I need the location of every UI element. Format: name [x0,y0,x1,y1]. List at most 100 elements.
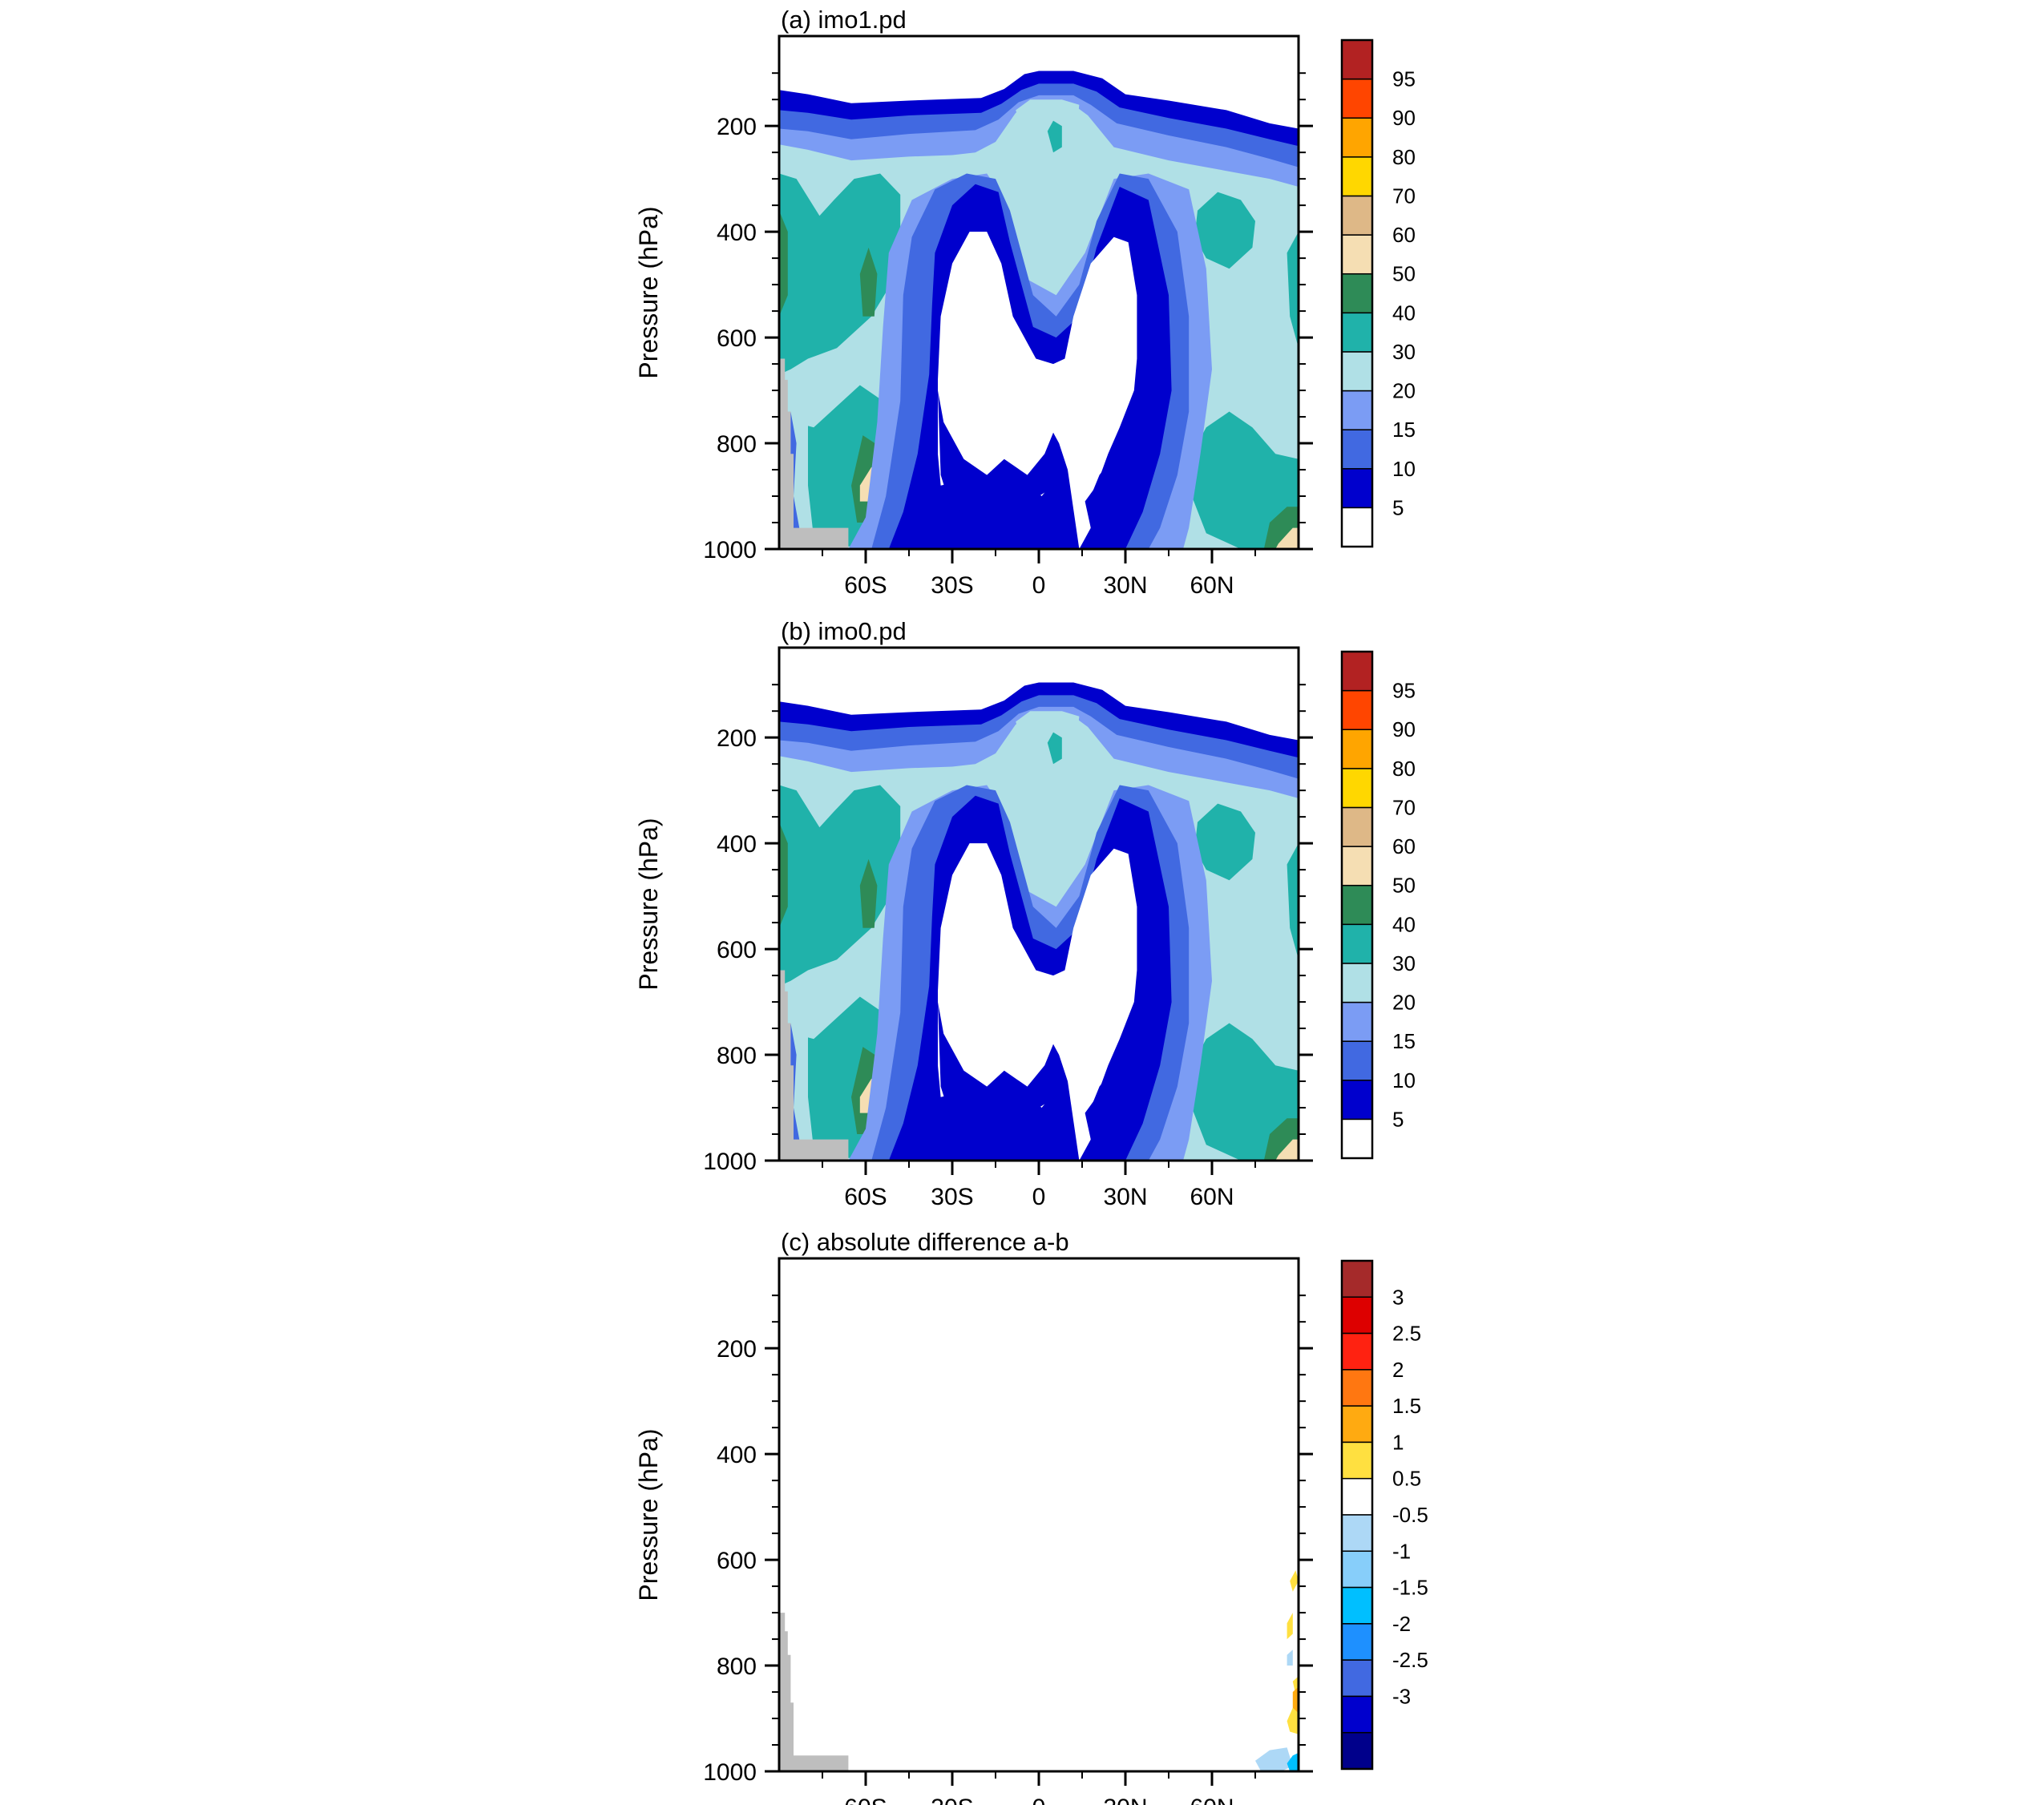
colorbar-label: 95 [1392,67,1416,91]
colorbar-swatch [1341,1586,1373,1625]
x-tick-label: 0 [1032,1795,1046,1805]
y-axis-label: Pressure (hPa) [634,818,663,990]
colorbar-label: 3 [1392,1285,1404,1309]
y-tick-label: 1000 [703,1759,757,1786]
plot-area [779,1258,1299,1771]
y-axis-label: Pressure (hPa) [634,1428,663,1601]
colorbar-swatch [1341,1040,1373,1081]
y-tick-label: 600 [717,325,757,352]
contour-band-40-50 [859,858,878,928]
colorbar-swatch [1341,312,1373,353]
colorbar-label: 95 [1392,679,1416,703]
colorbar-label: 70 [1392,184,1416,208]
contour-band-5-10 [938,390,1062,518]
colorbar-label: 2 [1392,1358,1404,1382]
contour-band-50-60 [1275,1139,1299,1161]
y-tick-label: 400 [717,831,757,858]
colorbar-swatch [1341,429,1373,470]
colorbar-swatch [1341,195,1373,236]
colorbar-label: 30 [1392,340,1416,364]
x-tick-label: 30N [1103,572,1147,599]
diff-negative-patch [1287,1752,1299,1771]
x-tick-label: 60N [1190,1184,1234,1210]
y-tick-label: 1000 [703,1149,757,1175]
colorbar-swatch [1341,1332,1373,1371]
contour-band-30-40 [1047,732,1062,765]
topography-mask [779,970,849,1161]
x-tick-label: 60S [844,572,887,599]
colorbar-swatch [1341,1405,1373,1444]
colorbar-swatch [1341,689,1373,730]
colorbar-swatch [1341,1260,1373,1298]
contour-band-30-40 [779,173,901,375]
colorbar-label: -3 [1392,1684,1411,1708]
diff-positive-patch [1292,1686,1299,1714]
contour-band-5-10 [1090,1060,1132,1150]
colorbar-label: 30 [1392,951,1416,975]
colorbar-label: 5 [1392,495,1404,519]
colorbar-swatch [1341,884,1373,926]
contour-band-30-40 [1287,232,1299,349]
contour-band-30-40 [1047,120,1062,153]
contour-band-30-40 [779,785,901,987]
y-tick-label: 400 [717,220,757,246]
colorbar-swatch [1341,1369,1373,1407]
colorbar-swatch [1341,390,1373,430]
diff-positive-patch [1287,1613,1293,1640]
colorbar-swatch [1341,963,1373,1003]
x-tick-label: 30N [1103,1184,1147,1210]
colorbar-label: -0.5 [1392,1503,1428,1527]
colorbar-swatch [1341,1296,1373,1335]
colorbar-label: 10 [1392,1068,1416,1092]
colorbar-label: 60 [1392,834,1416,858]
colorbar-label: 15 [1392,418,1416,442]
contour-band-5-10 [1090,448,1132,539]
colorbar-frame [1340,650,1374,1160]
colorbar-label: 90 [1392,717,1416,741]
colorbar-frame [1340,38,1374,548]
colorbar-label: 2.5 [1392,1322,1421,1346]
colorbar-label: 60 [1392,223,1416,247]
colorbar-swatch [1341,923,1373,964]
colorbar-swatch [1341,1623,1373,1661]
x-tick-label: 30S [931,1795,973,1805]
diff-negative-patch [1287,1650,1293,1666]
plot-area [779,36,1299,549]
colorbar-swatch [1341,156,1373,197]
x-tick-label: 30S [931,572,973,599]
y-tick-label: 200 [717,114,757,140]
diff-negative-patch [1255,1747,1293,1771]
plot-background [779,1258,1299,1771]
y-axis-label: Pressure (hPa) [634,206,663,378]
y-tick-label: 800 [717,1654,757,1680]
topography-mask [779,358,849,549]
colorbar-swatch [1341,1659,1373,1698]
colorbar-label: 40 [1392,912,1416,936]
contour-band-20-30 [1016,711,1080,765]
diff-positive-patch [1287,1707,1299,1734]
colorbar-swatch [1341,1514,1373,1553]
contour-band-30-40 [1191,1023,1299,1161]
y-tick-label: 1000 [703,537,757,563]
colorbar-swatch [1341,1118,1373,1159]
colorbar-label: 1.5 [1392,1394,1421,1418]
colorbar-swatch [1341,351,1373,392]
colorbar-swatch [1341,729,1373,769]
y-tick-label: 600 [717,1548,757,1574]
colorbar-label: 80 [1392,757,1416,781]
colorbar-label: 0.5 [1392,1467,1421,1491]
colorbar-swatch [1341,468,1373,509]
contour-band-below-5 [938,843,1137,1161]
colorbar-swatch [1341,117,1373,158]
contour-band-40-50 [779,210,788,317]
colorbar-label: -1.5 [1392,1576,1428,1600]
y-tick-label: 400 [717,1442,757,1468]
colorbar-swatch [1341,1477,1373,1516]
y-tick-label: 600 [717,937,757,963]
contour-band-below-5 [938,232,1137,549]
colorbar-label: 20 [1392,991,1416,1015]
colorbar-swatch [1341,846,1373,886]
